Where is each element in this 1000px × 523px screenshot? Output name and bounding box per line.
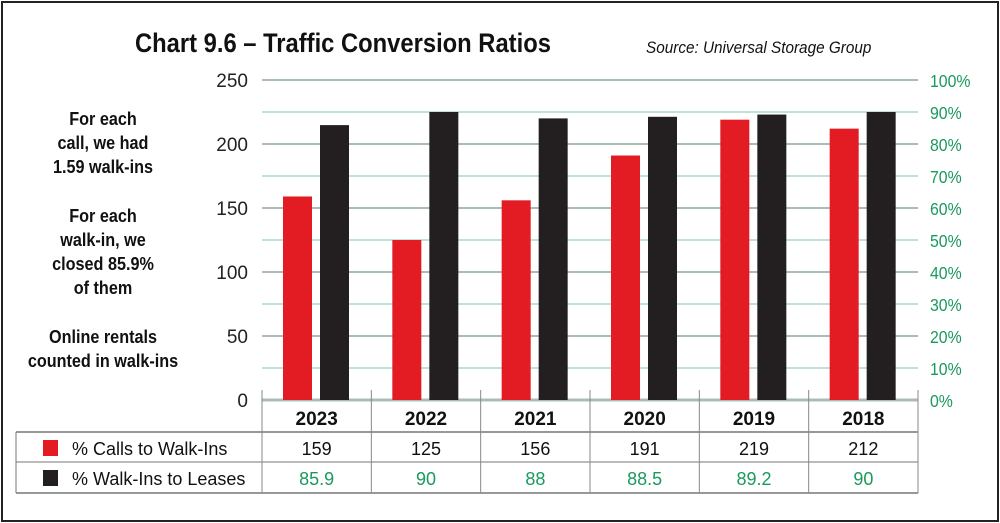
left-tick-label: 250 <box>216 71 248 92</box>
left-tick-label: 200 <box>216 135 248 156</box>
bar-calls-2020 <box>611 155 640 400</box>
right-tick-label: 70% <box>930 167 962 187</box>
right-tick-label: 20% <box>930 327 962 347</box>
table-cell-calls: 156 <box>520 439 550 459</box>
right-tick-label: 0% <box>930 391 953 411</box>
note-line: counted in walk-ins <box>27 351 179 371</box>
table-cell-walkins: 89.2 <box>736 469 771 489</box>
note-line: call, we had <box>57 133 149 153</box>
left-tick-label: 0 <box>237 391 248 412</box>
table-cell-calls: 125 <box>411 439 441 459</box>
table-cell-walkins: 88 <box>525 469 545 489</box>
category-label: 2023 <box>296 409 338 430</box>
note-line: closed 85.9% <box>52 254 154 274</box>
bar-calls-2023 <box>283 196 312 400</box>
table-cell-calls: 212 <box>848 439 878 459</box>
table-cell-calls: 191 <box>630 439 660 459</box>
bar-walkins-2021 <box>538 118 568 401</box>
note-line: Online rentals <box>48 327 158 347</box>
table-cell-walkins: 90 <box>853 469 873 489</box>
right-tick-label: 100% <box>930 71 970 91</box>
category-label: 2022 <box>405 409 447 430</box>
chart-title: Chart 9.6 – Traffic Conversion Ratios <box>135 28 551 58</box>
bar-calls-2019 <box>720 119 750 401</box>
right-tick-label: 90% <box>930 103 962 123</box>
category-label: 2021 <box>514 409 557 430</box>
bar-walkins-2022 <box>429 112 459 400</box>
note-calls: For each call, we had 1.59 walk-ins <box>13 107 193 179</box>
category-label: 2018 <box>842 409 884 430</box>
right-tick-label: 10% <box>930 359 962 379</box>
left-tick-label: 50 <box>227 327 248 348</box>
right-tick-label: 80% <box>930 135 962 155</box>
bar-calls-2018 <box>829 128 859 400</box>
note-line: For each <box>69 206 137 226</box>
table-cell-calls: 219 <box>739 439 769 459</box>
table-cell-walkins: 85.9 <box>299 469 334 489</box>
bar-walkins-2020 <box>648 116 677 401</box>
bar-walkins-2019 <box>757 114 787 400</box>
bar-calls-2021 <box>501 200 531 400</box>
note-line: 1.59 walk-ins <box>53 157 153 177</box>
note-line: walk-in, we <box>60 230 146 250</box>
right-tick-label: 30% <box>930 295 962 315</box>
bar-walkins-2018 <box>866 112 896 400</box>
left-tick-label: 100 <box>216 263 248 284</box>
category-label: 2019 <box>733 409 775 430</box>
table-cell-walkins: 88.5 <box>627 469 662 489</box>
legend-swatch <box>43 470 58 486</box>
table-cell-calls: 159 <box>302 439 332 459</box>
chart-source: Source: Universal Storage Group <box>646 38 872 57</box>
bar-calls-2022 <box>392 240 422 400</box>
note-line: For each <box>69 109 137 129</box>
right-tick-label: 50% <box>930 231 962 251</box>
note-walkins: For each walk-in, we closed 85.9% of the… <box>13 204 193 300</box>
right-tick-label: 60% <box>930 199 962 219</box>
legend-label: % Calls to Walk-Ins <box>72 439 227 459</box>
right-tick-label: 40% <box>930 263 962 283</box>
bar-walkins-2023 <box>320 125 349 401</box>
legend-label: % Walk-Ins to Leases <box>72 469 245 489</box>
note-line: of them <box>73 278 133 298</box>
legend-swatch <box>43 440 58 456</box>
note-online: Online rentals counted in walk-ins <box>13 325 193 373</box>
table-cell-walkins: 90 <box>416 469 436 489</box>
left-tick-label: 150 <box>216 199 248 220</box>
category-label: 2020 <box>624 409 666 430</box>
